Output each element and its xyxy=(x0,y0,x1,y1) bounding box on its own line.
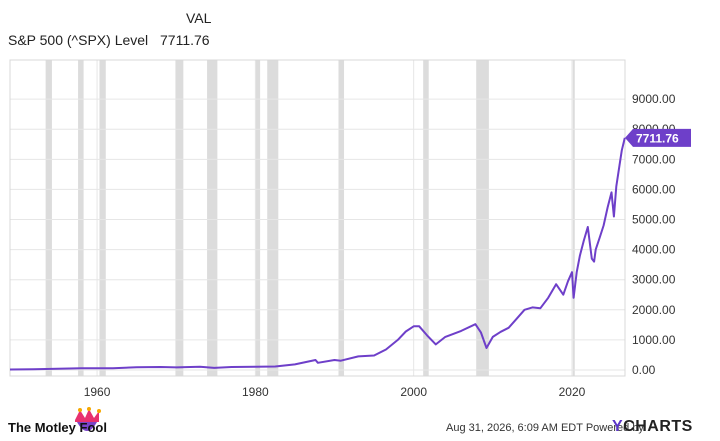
motley-fool-jester-icon xyxy=(75,407,101,431)
last-value-text: 7711.76 xyxy=(636,131,679,145)
y-tick-label-6: 6000.00 xyxy=(632,182,676,196)
y-axis-ticks: 0.00 1000.00 2000.00 3000.00 4000.00 5000.00 6… xyxy=(632,92,676,377)
ycharts-wordmark: CHARTS xyxy=(623,418,693,435)
recession-band-6 xyxy=(267,60,279,376)
powered-by-text: Powered by xyxy=(585,422,644,434)
recession-band-5 xyxy=(255,60,261,376)
x-tick-label-1: 1980 xyxy=(242,385,269,399)
recession-band-10 xyxy=(572,60,575,376)
recession-shading-group xyxy=(45,60,575,376)
recession-band-2 xyxy=(99,60,106,376)
y-tick-label-4: 4000.00 xyxy=(632,243,676,257)
y-tick-label-9: 9000.00 xyxy=(632,92,676,106)
legend-header: VAL xyxy=(186,10,212,26)
grid-lines xyxy=(10,60,625,376)
recession-band-4 xyxy=(207,60,218,376)
timestamp-text: Aug 31, 2026, 6:09 AM EDT xyxy=(446,422,583,434)
recession-band-0 xyxy=(45,60,52,376)
footer-timestamp: Aug 31, 2026, 6:09 AM EDT Powered by xyxy=(446,422,644,434)
motley-fool-brand: The Motley Fool xyxy=(8,420,107,435)
recession-band-7 xyxy=(338,60,345,376)
recession-band-8 xyxy=(423,60,429,376)
y-tick-label-5: 5000.00 xyxy=(632,213,676,227)
recession-band-3 xyxy=(175,60,184,376)
y-tick-label-3: 3000.00 xyxy=(632,273,676,287)
legend-series-value: 7711.76 xyxy=(160,32,210,48)
x-tick-label-0: 1960 xyxy=(84,385,111,399)
y-tick-label-0: 0.00 xyxy=(632,363,656,377)
line-chart: 0.00 1000.00 2000.00 3000.00 4000.00 5000.00 6… xyxy=(9,59,691,399)
plot-area-frame xyxy=(9,59,626,377)
x-tick-label-3: 2020 xyxy=(559,385,586,399)
footer: The Motley Fool Aug 31, 2026, 6:09 AM ED… xyxy=(0,404,720,441)
recession-band-1 xyxy=(78,60,84,376)
legend-series-name: S&P 500 (^SPX) Level xyxy=(8,32,149,48)
series-line-spx xyxy=(9,137,626,371)
y-tick-label-1: 1000.00 xyxy=(632,333,676,347)
last-value-label-group: 7711.76 xyxy=(625,128,691,147)
last-value-marker xyxy=(625,128,691,147)
y-tick-label-7: 7000.00 xyxy=(632,152,676,166)
y-tick-label-2: 2000.00 xyxy=(632,303,676,317)
ycharts-logo: YCHARTS xyxy=(612,418,693,436)
x-tick-label-2: 2000 xyxy=(400,385,427,399)
recession-band-9 xyxy=(476,60,489,376)
ycharts-y-glyph: Y xyxy=(612,418,624,435)
x-axis-ticks: 1960 1980 2000 2020 xyxy=(84,385,586,399)
